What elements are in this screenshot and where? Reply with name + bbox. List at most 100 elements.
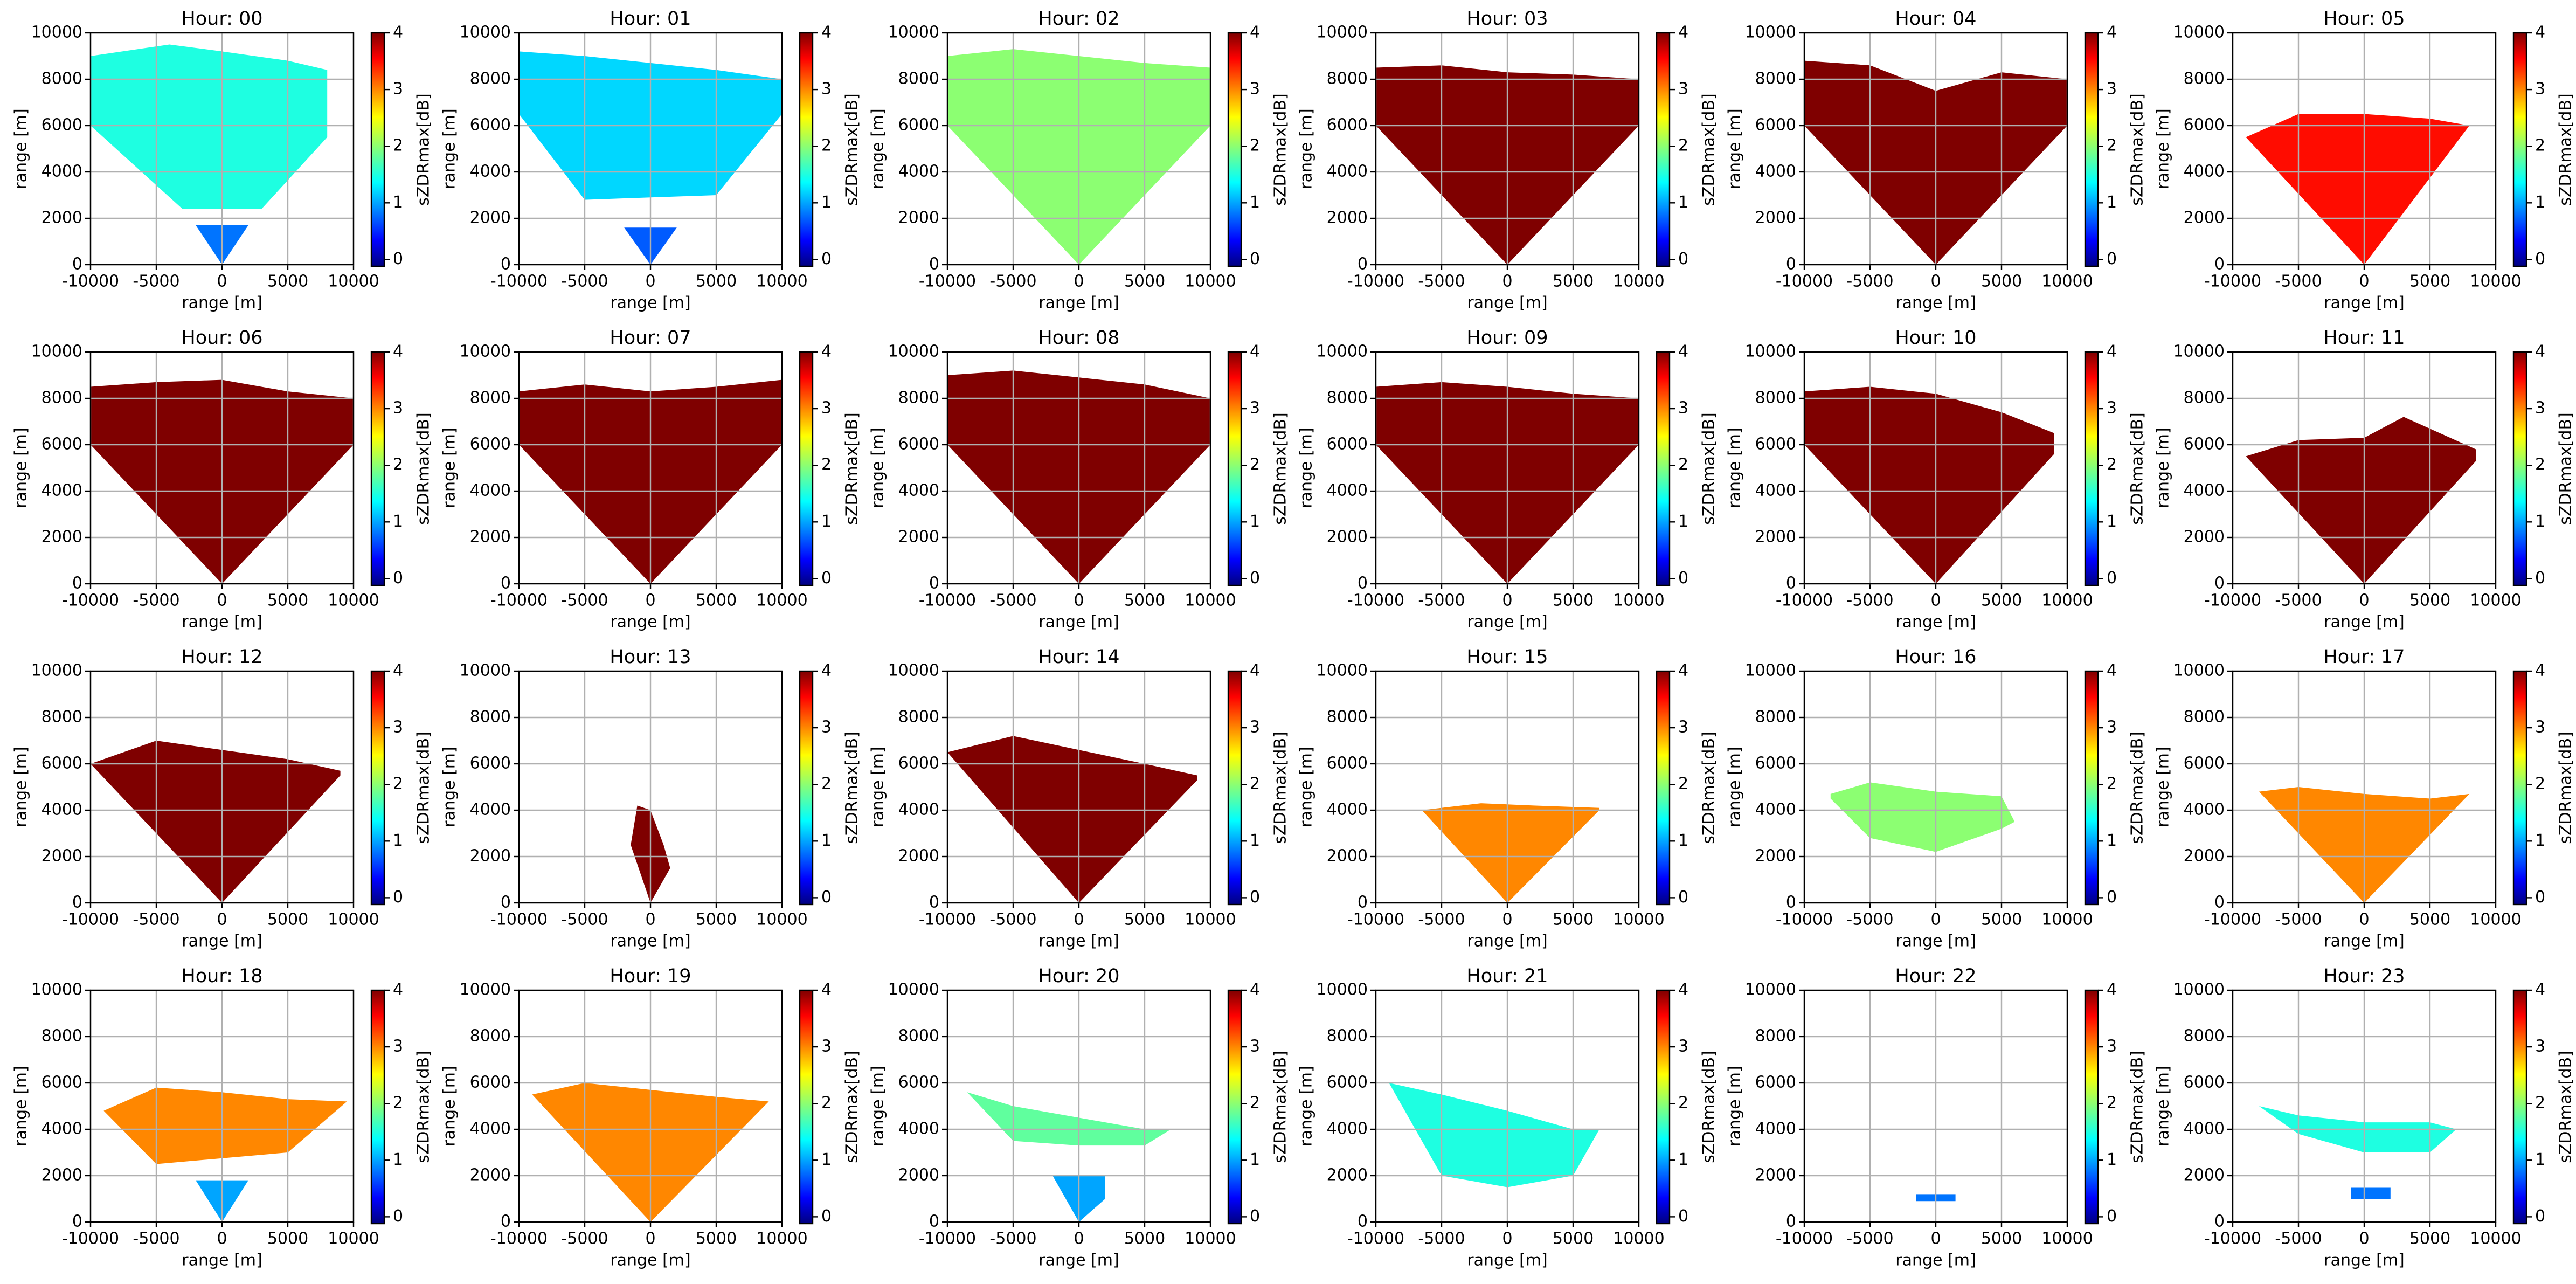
axes-frame	[946, 32, 1211, 266]
colorbar-label: sZDRmax[dB]	[1700, 731, 1719, 844]
x-tick-label: -5000	[133, 272, 179, 291]
x-tick-label: -5000	[989, 272, 1036, 291]
colorbar-tick-label: 3	[1678, 718, 1688, 737]
colorbar-tick-label: 0	[2107, 569, 2117, 588]
x-tick-label: 0	[217, 1230, 227, 1248]
x-tick-label: 10000	[2041, 591, 2093, 610]
y-tick-label: 8000	[41, 70, 82, 88]
y-tick-label: 6000	[470, 754, 511, 773]
x-tick-label: -10000	[919, 272, 976, 291]
y-tick-label: 6000	[470, 1073, 511, 1092]
colorbar-tick-label: 1	[2107, 512, 2117, 531]
colorbar-tick-label: 1	[2107, 1150, 2117, 1169]
colorbar-tick-label: 0	[393, 569, 403, 588]
y-tick-label: 8000	[898, 389, 939, 408]
axes-frame	[1803, 351, 2068, 585]
y-axis-label: range [m]	[1297, 747, 1316, 827]
colorbar-tick-label: 4	[2535, 23, 2545, 42]
x-tick-label: 5000	[2409, 272, 2450, 291]
colorbar	[1227, 670, 1242, 906]
x-tick-label: -10000	[919, 1230, 976, 1248]
radar-region	[2246, 114, 2470, 265]
radar-region	[2351, 1187, 2391, 1199]
y-tick-label: 10000	[1745, 342, 1796, 361]
colorbar-tick-label: 2	[2535, 1094, 2545, 1113]
colorbar-tick-label: 2	[2535, 455, 2545, 474]
x-tick-label: 5000	[1124, 1230, 1165, 1248]
colorbar	[799, 670, 814, 906]
chart-title: Hour: 09	[1466, 327, 1548, 349]
x-tick-label: -10000	[1776, 910, 1833, 929]
y-tick-label: 8000	[1327, 70, 1368, 88]
y-tick-label: 2000	[2184, 209, 2225, 227]
colorbar-label: sZDRmax[dB]	[1271, 731, 1290, 844]
colorbar	[370, 670, 385, 906]
x-tick-label: 0	[645, 1230, 655, 1248]
colorbar-label: sZDRmax[dB]	[2557, 731, 2575, 844]
y-axis-label: range [m]	[440, 1066, 459, 1146]
x-tick-label: -10000	[1776, 1230, 1833, 1248]
axes-frame	[946, 351, 1211, 585]
chart-title: Hour: 04	[1895, 8, 1976, 30]
colorbar-tick-label: 1	[821, 1150, 832, 1169]
y-tick-label: 10000	[888, 23, 939, 42]
y-tick-label: 2000	[41, 847, 82, 866]
x-axis-label: range [m]	[1895, 294, 1976, 313]
y-tick-label: 6000	[1327, 435, 1368, 454]
x-axis-label: range [m]	[1895, 613, 1976, 632]
colorbar-tick-label: 4	[2535, 981, 2545, 999]
colorbar-tick-label: 4	[1250, 981, 1260, 999]
x-tick-label: 0	[1074, 272, 1084, 291]
y-tick-label: 4000	[1755, 1120, 1796, 1138]
colorbar-tick-label: 3	[393, 1037, 403, 1056]
x-axis-label: range [m]	[182, 1251, 262, 1270]
y-tick-label: 8000	[2184, 1027, 2225, 1046]
x-tick-label: 10000	[1185, 910, 1236, 929]
x-tick-label: -10000	[1776, 272, 1833, 291]
x-tick-label: 5000	[1553, 1230, 1594, 1248]
y-axis-label: range [m]	[2154, 427, 2173, 508]
colorbar-tick-label: 1	[2107, 193, 2117, 212]
x-tick-label: 10000	[756, 910, 807, 929]
colorbar-tick-label: 3	[393, 80, 403, 99]
colorbar-tick-label: 0	[821, 250, 832, 268]
x-tick-label: -5000	[989, 591, 1036, 610]
radar-region	[91, 741, 341, 903]
y-tick-label: 4000	[470, 481, 511, 500]
y-axis-label: range [m]	[12, 747, 31, 827]
chart-title: Hour: 07	[610, 327, 691, 349]
colorbar-tick-label: 2	[821, 455, 832, 474]
x-axis-label: range [m]	[1038, 1251, 1119, 1270]
y-tick-label: 6000	[2184, 1073, 2225, 1092]
x-axis-label: range [m]	[182, 613, 262, 632]
colorbar	[2512, 989, 2527, 1225]
colorbar-tick-label: 4	[2107, 661, 2117, 680]
x-tick-label: 5000	[1553, 591, 1594, 610]
y-tick-label: 6000	[898, 754, 939, 773]
chart-title: Hour: 22	[1895, 965, 1976, 987]
radar-region	[91, 44, 328, 209]
y-tick-label: 4000	[1327, 1120, 1368, 1138]
y-tick-label: 4000	[2184, 800, 2225, 819]
y-tick-label: 0	[929, 893, 939, 912]
y-tick-label: 6000	[1327, 116, 1368, 135]
x-tick-label: -5000	[133, 591, 179, 610]
colorbar-tick-label: 2	[2107, 775, 2117, 793]
y-tick-label: 10000	[31, 661, 82, 680]
y-tick-label: 2000	[1327, 209, 1368, 227]
radar-region	[1830, 782, 2015, 852]
y-tick-label: 0	[2214, 893, 2225, 912]
y-tick-label: 2000	[1755, 1166, 1796, 1185]
colorbar-tick-label: 0	[1250, 569, 1260, 588]
colorbar-tick-label: 3	[2107, 80, 2117, 99]
x-tick-label: 0	[1930, 591, 1941, 610]
y-tick-label: 2000	[1327, 528, 1368, 547]
chart-title: Hour: 20	[1038, 965, 1119, 987]
x-tick-label: 0	[1930, 272, 1941, 291]
colorbar-tick-label: 0	[2107, 250, 2117, 268]
y-tick-label: 8000	[470, 708, 511, 727]
colorbar-tick-label: 4	[1250, 342, 1260, 361]
y-tick-label: 8000	[2184, 708, 2225, 727]
x-tick-label: 0	[2359, 591, 2369, 610]
colorbar-tick-label: 3	[2535, 1037, 2545, 1056]
